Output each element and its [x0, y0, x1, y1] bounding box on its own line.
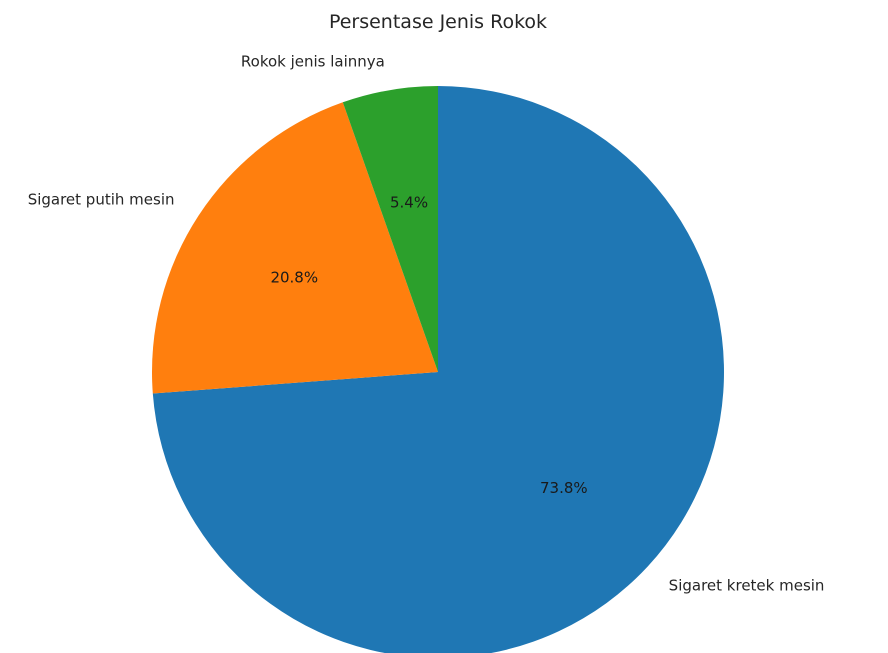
- chart-title: Persentase Jenis Rokok: [329, 11, 547, 33]
- pie-labels: 73.8% Sigaret kretek mesin 20.8% Sigaret pu…: [28, 52, 825, 594]
- pie-category-label: Rokok jenis lainnya: [241, 52, 385, 70]
- pie-slice: [342, 86, 438, 372]
- pie-slices: [151, 86, 724, 653]
- pie-percent-label: 20.8%: [270, 269, 318, 287]
- pie-percent-label: 5.4%: [390, 193, 428, 211]
- pie-category-label: Sigaret kretek mesin: [669, 576, 825, 594]
- pie-category-label: Sigaret putih mesin: [28, 191, 175, 209]
- pie-slice: [151, 102, 438, 394]
- pie-slice: [152, 86, 724, 653]
- pie-percent-label: 73.8%: [540, 479, 588, 497]
